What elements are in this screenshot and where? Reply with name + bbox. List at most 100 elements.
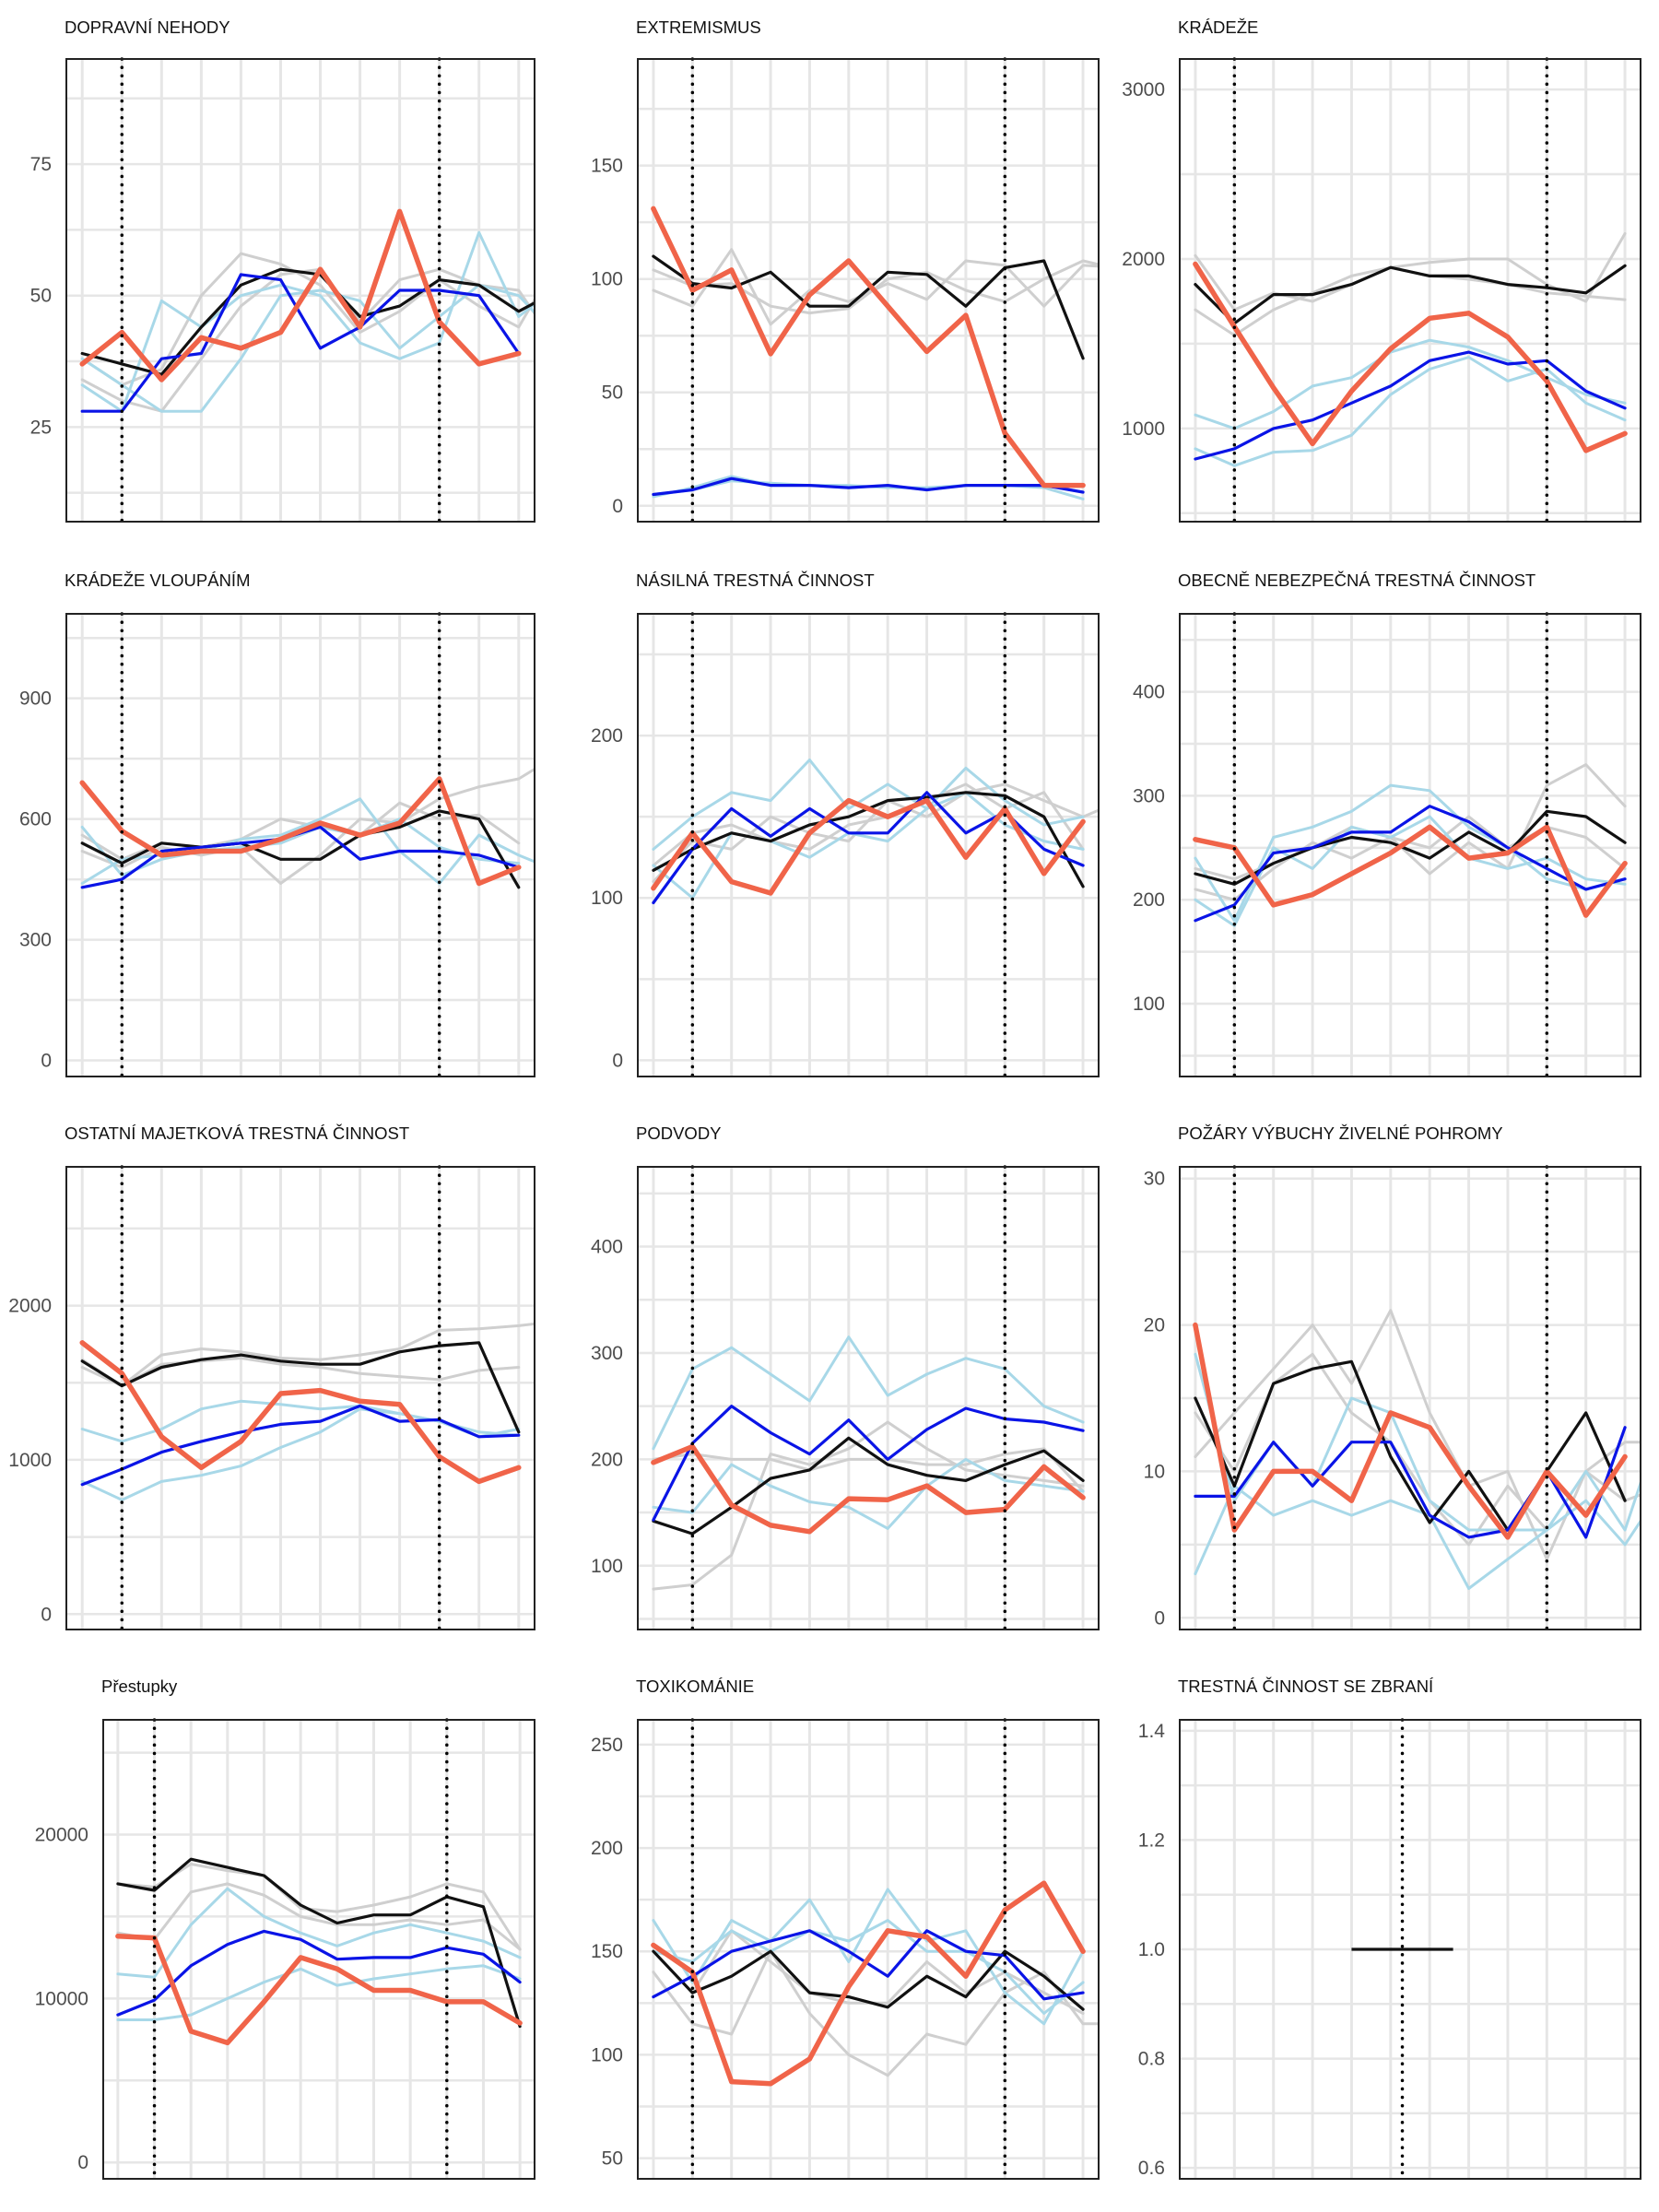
y-tick-label: 50 (602, 2148, 623, 2170)
series-line-blue-5 (652, 1929, 1085, 2001)
y-tick-label: 200 (591, 725, 623, 747)
plot-area (1180, 59, 1641, 522)
y-tick-label: 1000 (8, 1450, 52, 1471)
chart-panel: EXTREMISMUS 0 50 100 150 (553, 0, 1106, 553)
panel-border (65, 58, 535, 523)
chart-svg: PODVODY 100 200 300 400 (591, 1124, 1100, 1631)
series-line-lightblue-2 (1194, 338, 1627, 430)
panel-title: POŽÁRY VÝBUCHY ŽIVELNÉ POHROMY (1178, 1124, 1503, 1143)
series-line-red-6 (651, 797, 1086, 896)
panel-title: TOXIKOMÁNIE (636, 1677, 754, 1696)
series-line-gray-1 (116, 1882, 522, 1951)
y-tick-label: 20 (1144, 1315, 1165, 1336)
plot-area (103, 1720, 535, 2179)
chart-panel: DOPRAVNÍ NEHODY 25 50 75 (0, 0, 553, 553)
y-tick-label: 20000 (35, 1825, 88, 1846)
y-tick-label: 1.0 (1138, 1939, 1165, 1960)
series-line-lightblue-3 (1194, 1484, 1641, 1590)
y-tick-label: 200 (591, 1449, 623, 1470)
series-line-black-4 (1194, 809, 1627, 886)
series-line-red-6 (651, 206, 1086, 488)
panel-border (637, 1166, 1100, 1630)
series-line-blue-5 (80, 273, 521, 413)
plot-area (638, 1167, 1099, 1630)
series-line-gray-0 (652, 248, 1099, 326)
panel-title: Přestupky (101, 1677, 178, 1696)
chart-svg: DOPRAVNÍ NEHODY 25 50 75 (30, 18, 535, 524)
chart-svg: TRESTNÁ ČINNOST SE ZBRANÍ 0.6 0.8 1.0 1.2 1.4 (1138, 1677, 1641, 2181)
y-tick-label: 100 (1133, 994, 1165, 1015)
series-line-black-4 (1194, 1359, 1627, 1532)
series-line-red-6 (651, 1880, 1086, 2087)
panel-border (1179, 1719, 1641, 2180)
chart-svg: POŽÁRY VÝBUCHY ŽIVELNÉ POHROMY 0 10 20 30 (1144, 1124, 1641, 1631)
panel-border (102, 1719, 535, 2180)
y-tick-label: 100 (591, 888, 623, 909)
y-tick-label: 300 (19, 930, 52, 951)
y-tick-label: 1.2 (1138, 1830, 1165, 1851)
y-tick-label: 0 (612, 496, 623, 517)
series-line-blue-5 (1194, 350, 1627, 461)
chart-panel: PODVODY 100 200 300 400 (553, 1106, 1106, 1659)
series-line-red-6 (79, 776, 522, 887)
plot-area (66, 614, 535, 1077)
series-line-black-4 (80, 1341, 521, 1434)
panel-border (1179, 1166, 1641, 1630)
series-line-blue-5 (80, 1404, 521, 1487)
series-line-lightblue-2 (652, 1888, 1085, 2026)
y-tick-label: 0 (77, 2152, 88, 2173)
chart-panel: POŽÁRY VÝBUCHY ŽIVELNÉ POHROMY 0 10 20 30 (1106, 1106, 1659, 1659)
chart-svg: NÁSILNÁ TRESTNÁ ČINNOST 0 100 200 (591, 571, 1100, 1078)
series-line-lightblue-2 (1194, 783, 1627, 923)
panel-title: OBECNĚ NEBEZPEČNÁ TRESTNÁ ČINNOST (1178, 571, 1535, 590)
series-line-gray-0 (80, 767, 535, 885)
y-tick-label: 200 (1133, 889, 1165, 911)
panel-title: KRÁDEŽE VLOUPÁNÍM (65, 571, 251, 590)
y-tick-label: 150 (591, 1941, 623, 1962)
series-line-black-4 (116, 1857, 522, 2029)
panel-border (637, 1719, 1100, 2180)
chart-svg: EXTREMISMUS 0 50 100 150 (591, 18, 1100, 524)
series-line-lightblue-2 (80, 1399, 521, 1443)
series-line-lightblue-2 (652, 1335, 1085, 1451)
series-line-gray-0 (80, 1322, 535, 1388)
y-tick-label: 50 (602, 382, 623, 404)
series-line-red-6 (1193, 261, 1628, 453)
series-line-blue-5 (652, 1405, 1085, 1522)
panel-border (637, 58, 1100, 523)
y-tick-label: 50 (30, 286, 52, 307)
series-line-black-4 (1194, 264, 1627, 325)
panel-border (637, 613, 1100, 1077)
y-tick-label: 300 (591, 1343, 623, 1364)
series-line-blue-5 (116, 1929, 522, 2017)
series-line-lightblue-2 (116, 1887, 522, 1979)
y-tick-label: 0 (1154, 1607, 1165, 1629)
y-tick-label: 900 (19, 688, 52, 710)
y-tick-label: 100 (591, 269, 623, 290)
series-line-gray-0 (1194, 763, 1627, 901)
y-tick-label: 2000 (8, 1296, 52, 1317)
y-tick-label: 0 (41, 1051, 52, 1072)
plot-area (1180, 1167, 1641, 1630)
series-line-black-4 (652, 1436, 1085, 1535)
chart-svg: Přestupky 0 10000 20000 (35, 1677, 535, 2181)
y-tick-label: 0.6 (1138, 2158, 1165, 2179)
series-line-lightblue-3 (1194, 356, 1627, 467)
series-line-lightblue-3 (652, 791, 1085, 900)
panel-title: EXTREMISMUS (636, 18, 761, 37)
series-line-lightblue-3 (652, 1457, 1085, 1530)
series-line-red-6 (79, 208, 522, 382)
plot-area (66, 1167, 535, 1630)
series-line-gray-0 (652, 1420, 1085, 1591)
series-line-gray-1 (80, 1357, 521, 1388)
plot-area (1180, 1720, 1641, 2179)
plot-area (1180, 614, 1641, 1077)
series-line-red-6 (115, 1934, 523, 2046)
plot-area (638, 59, 1099, 522)
series-line-red-6 (1193, 824, 1628, 918)
chart-svg: KRÁDEŽE VLOUPÁNÍM 0 300 600 900 (19, 571, 535, 1078)
series-line-red-6 (1193, 1322, 1628, 1540)
series-line-lightblue-2 (80, 797, 535, 885)
chart-panel: Přestupky 0 10000 20000 (0, 1659, 553, 2212)
